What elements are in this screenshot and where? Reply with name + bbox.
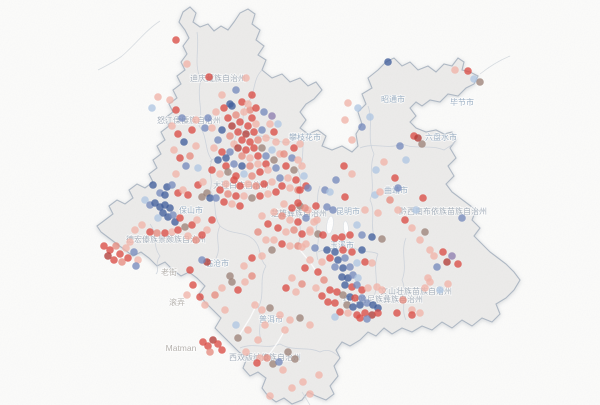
yunnan-scatter-map: 迪庆藏族自治州怒江傈僳族自治州昭通市毕节市攀枝花市六盘水市大理白族自治州曲靖市保… — [0, 0, 600, 405]
grain-overlay — [0, 0, 600, 405]
map-canvas: 迪庆藏族自治州怒江傈僳族自治州昭通市毕节市攀枝花市六盘水市大理白族自治州曲靖市保… — [0, 0, 600, 405]
